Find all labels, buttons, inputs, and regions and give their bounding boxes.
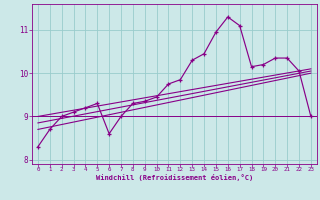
X-axis label: Windchill (Refroidissement éolien,°C): Windchill (Refroidissement éolien,°C) xyxy=(96,174,253,181)
